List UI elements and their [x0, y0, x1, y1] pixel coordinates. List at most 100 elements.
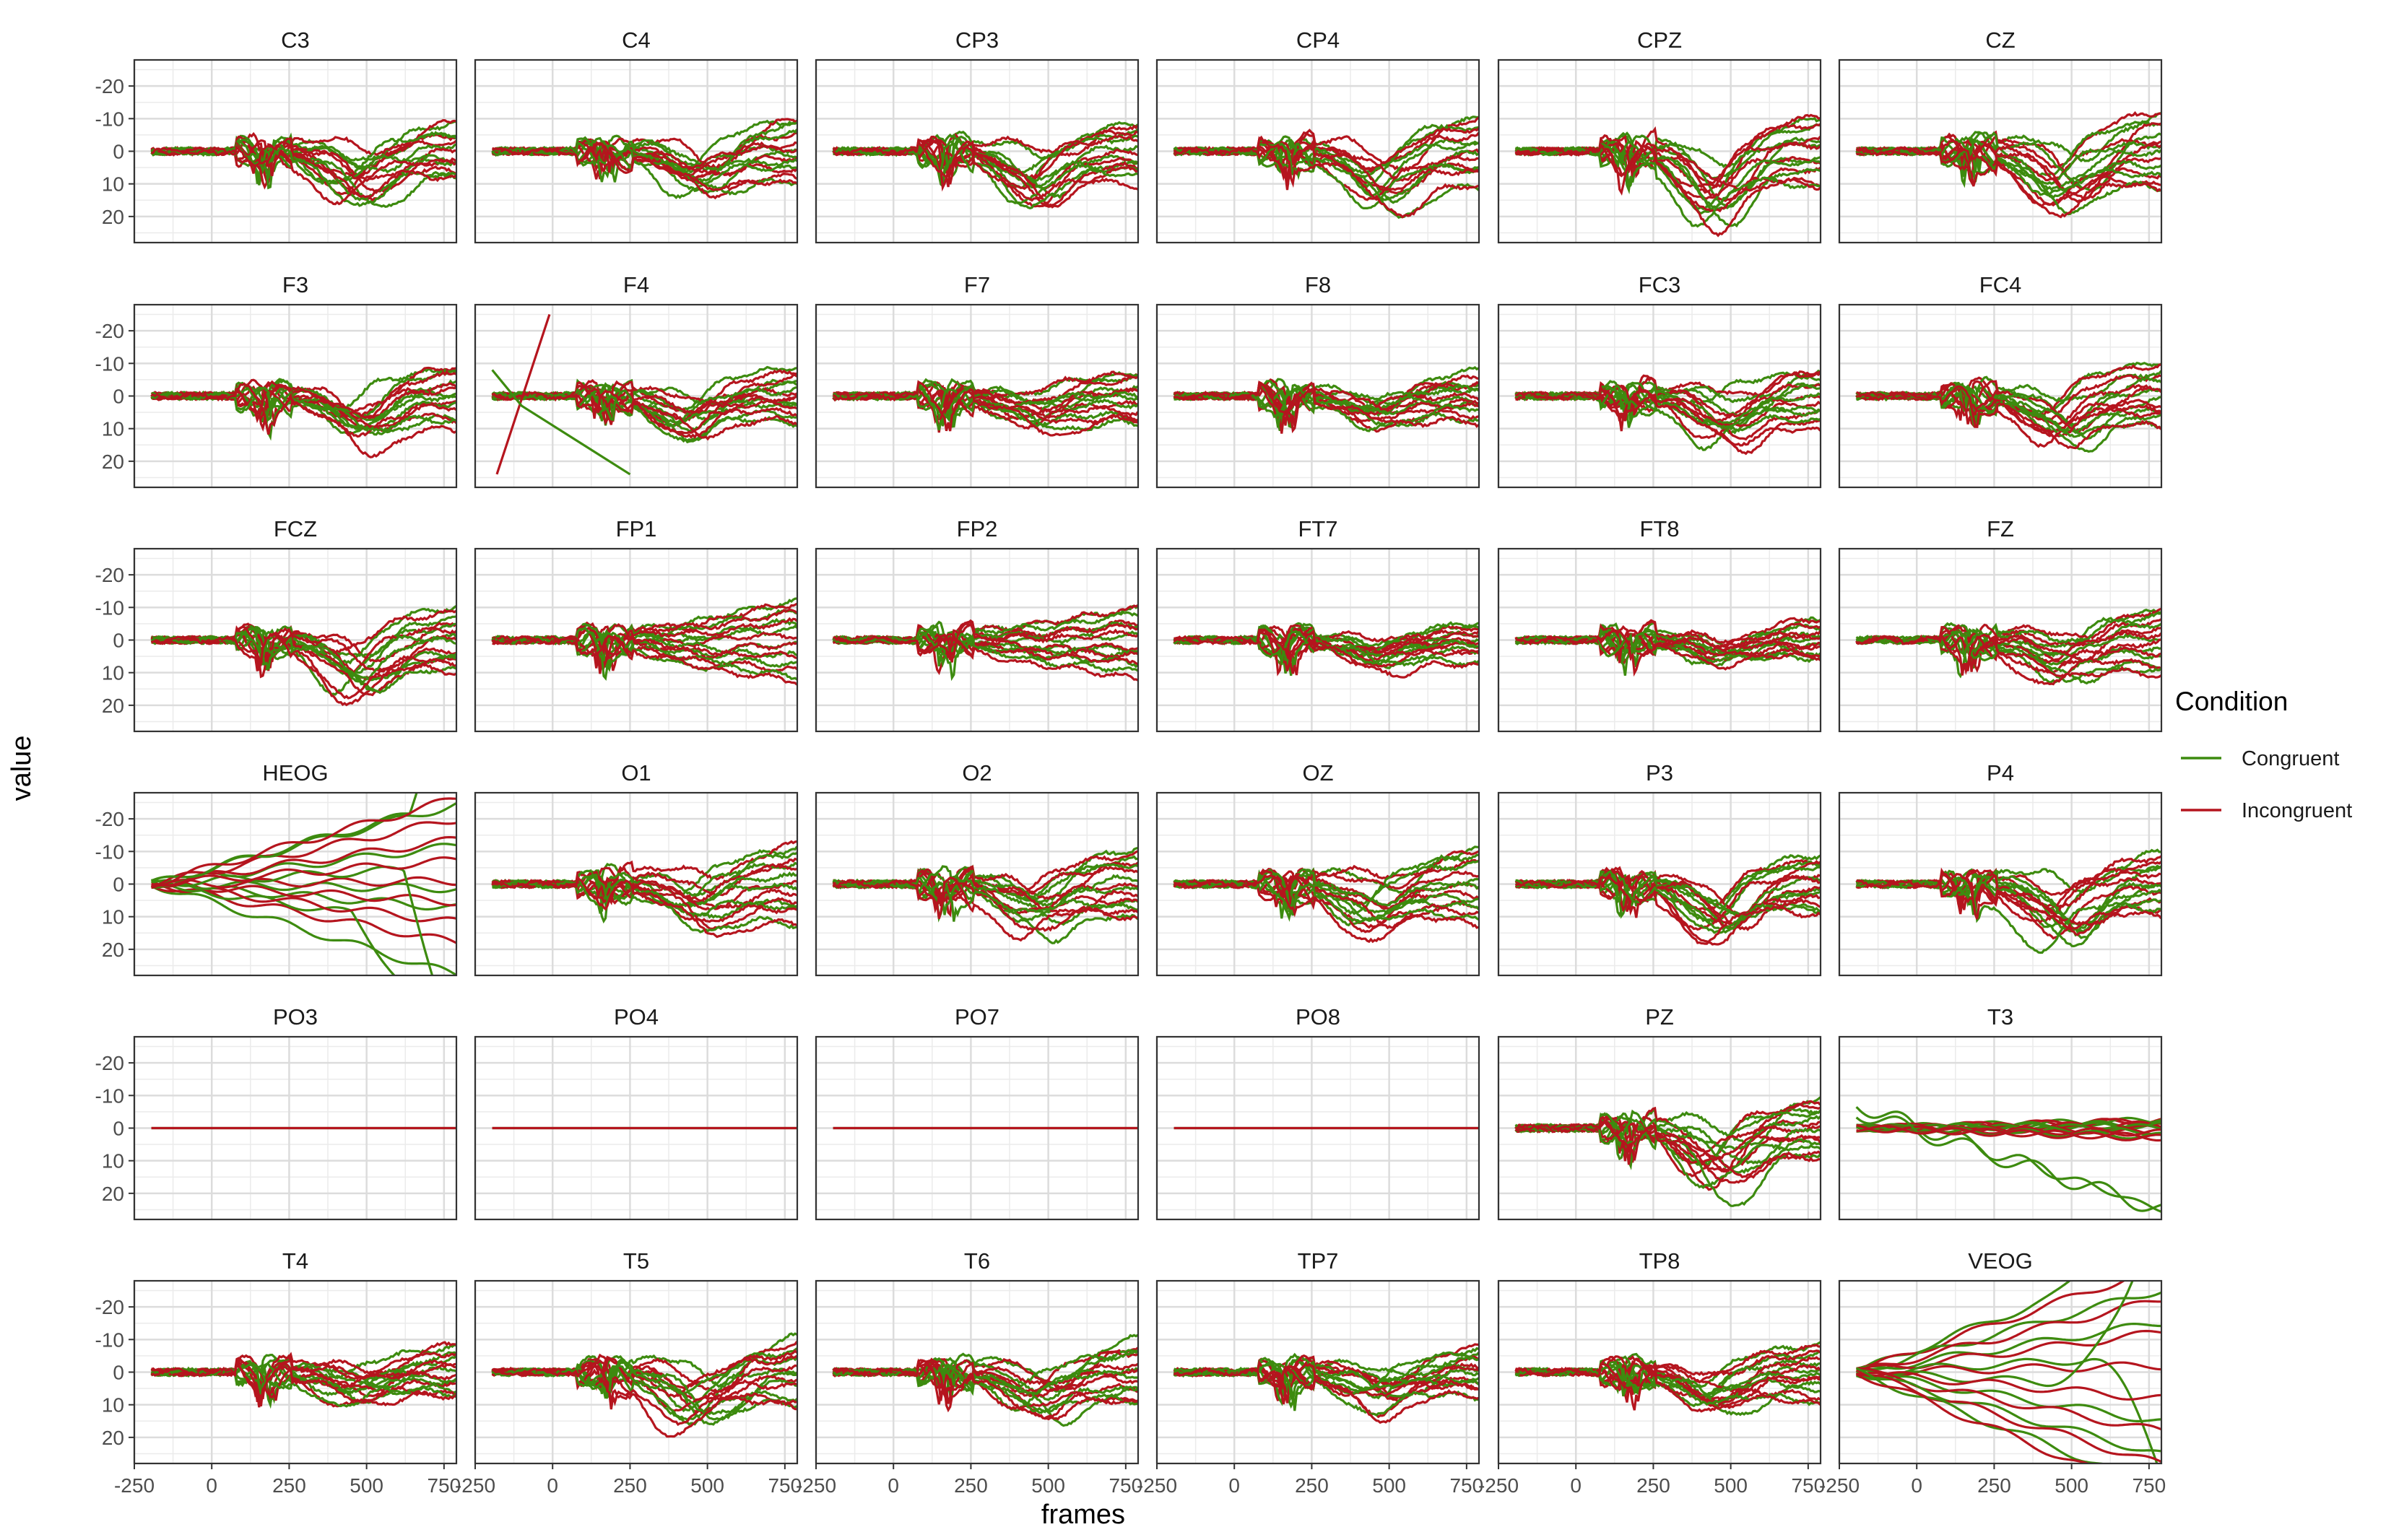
congruent-line	[1173, 1362, 1479, 1395]
x-tick-label: 500	[2055, 1474, 2088, 1497]
incongruent-line	[491, 874, 797, 939]
y-tick-label: 10	[102, 418, 124, 440]
series-lines	[1855, 607, 2161, 686]
facet-title: P4	[1987, 760, 2014, 786]
congruent-line	[832, 1367, 1138, 1414]
congruent-line	[1856, 1367, 2108, 1463]
incongruent-line	[1855, 633, 2161, 679]
facet-panel-fp2: FP2	[815, 516, 1140, 733]
y-tick-label: -10	[95, 1328, 124, 1351]
incongruent-line	[495, 314, 551, 475]
incongruent-line	[150, 631, 456, 700]
series-lines	[1514, 369, 1821, 456]
facet-panel-c3: C3 -20 -10 0 10 20	[95, 27, 458, 244]
y-tick-label: -10	[95, 1084, 124, 1107]
facet-panel-o1: O1	[474, 760, 799, 977]
incongruent-line	[1855, 1329, 2161, 1373]
panel-border	[1497, 1279, 1822, 1465]
facet-title: F4	[623, 272, 649, 297]
facet-title: FZ	[1987, 516, 2014, 541]
series-lines	[491, 840, 797, 939]
x-tick-label: 750	[1109, 1474, 1142, 1497]
series-lines	[1514, 1096, 1821, 1207]
facet-title: F7	[964, 272, 990, 297]
incongruent-line	[1514, 629, 1821, 677]
congruent-line	[150, 884, 456, 975]
x-tick-label: 750	[768, 1474, 802, 1497]
x-tick-label: 250	[613, 1474, 647, 1497]
series-lines	[1173, 366, 1479, 434]
x-tick-label: -250	[455, 1474, 495, 1497]
facet-panel-f3: F3 -20 -10 0 10 20	[95, 272, 458, 489]
series-lines	[1514, 616, 1821, 677]
facet-panel-po7: PO7	[815, 1004, 1140, 1221]
y-tick-label: -20	[95, 1052, 124, 1074]
incongruent-line	[1856, 1371, 2161, 1401]
congruent-line	[833, 139, 1138, 209]
facet-panel-heog: HEOG -20 -10 0 10 20	[95, 760, 458, 977]
congruent-line	[1856, 1357, 2159, 1463]
congruent-line	[1515, 869, 1821, 934]
y-tick-label: -20	[95, 564, 124, 586]
series-lines	[832, 370, 1138, 437]
y-tick-label: -20	[95, 1296, 124, 1318]
incongruent-line	[1515, 142, 1821, 238]
facet-panel-po4: PO4	[474, 1004, 799, 1221]
legend-entries: Congruent Incongruent	[2181, 747, 2352, 822]
panel-border	[815, 58, 1140, 244]
panel-border	[1155, 58, 1480, 244]
congruent-line	[1173, 875, 1479, 923]
series-lines	[1514, 113, 1821, 238]
facet-title: HEOG	[262, 760, 328, 786]
facet-panel-fz: FZ	[1838, 516, 2163, 733]
facet-panel-f4: F4	[474, 272, 799, 489]
incongruent-line	[1856, 385, 2161, 450]
congruent-line	[491, 876, 797, 934]
incongruent-line	[491, 634, 797, 673]
facet-title: FP2	[957, 516, 998, 541]
x-tick-label: 500	[1031, 1474, 1065, 1497]
series-lines	[1855, 361, 2161, 453]
y-tick-label: 0	[113, 1362, 124, 1384]
panel-border	[474, 58, 799, 244]
legend: Condition Congruent Incongruent	[2175, 687, 2352, 822]
y-tick-label: 10	[102, 1150, 124, 1173]
facet-panel-oz: OZ	[1155, 760, 1480, 977]
x-axis-label: frames	[1041, 1500, 1125, 1530]
y-tick-label: 10	[102, 1394, 124, 1417]
incongruent-line	[1515, 1115, 1821, 1184]
congruent-line	[1855, 612, 2161, 656]
congruent-line	[491, 144, 797, 196]
congruent-line	[1855, 1115, 2161, 1212]
panel-border	[1155, 303, 1480, 489]
x-tick-label: 500	[1714, 1474, 1748, 1497]
panel-border	[474, 1279, 799, 1465]
incongruent-line	[491, 389, 797, 441]
series-lines	[832, 121, 1138, 209]
incongruent-line	[1173, 380, 1479, 434]
facet-panel-po8: PO8	[1155, 1004, 1480, 1221]
incongruent-line	[150, 144, 456, 206]
incongruent-line	[1856, 1124, 2161, 1142]
series-lines	[491, 597, 797, 686]
facet-title: CP4	[1296, 27, 1340, 53]
x-tick-label: 0	[1228, 1474, 1240, 1497]
y-axis-label: value	[6, 736, 37, 801]
legend-title: Condition	[2175, 687, 2288, 716]
x-tick-label: 500	[690, 1474, 724, 1497]
incongruent-line	[1173, 385, 1479, 424]
panel-border	[1838, 1035, 2163, 1221]
y-tick-label: 10	[102, 906, 124, 928]
panel-border	[815, 1279, 1140, 1465]
y-tick-label: 20	[102, 939, 124, 961]
facet-title: FT7	[1298, 516, 1337, 541]
series-lines	[832, 846, 1138, 944]
facet-panel-t6: T6 -250 0 250 500 750	[796, 1248, 1142, 1497]
incongruent-line	[1173, 875, 1479, 934]
y-tick-label: -10	[95, 108, 124, 130]
facet-panel-tp7: TP7 -250 0 250 500 750	[1137, 1248, 1483, 1497]
series-lines	[1173, 116, 1479, 219]
incongruent-line	[1514, 1119, 1821, 1179]
y-tick-label: -10	[95, 840, 124, 863]
